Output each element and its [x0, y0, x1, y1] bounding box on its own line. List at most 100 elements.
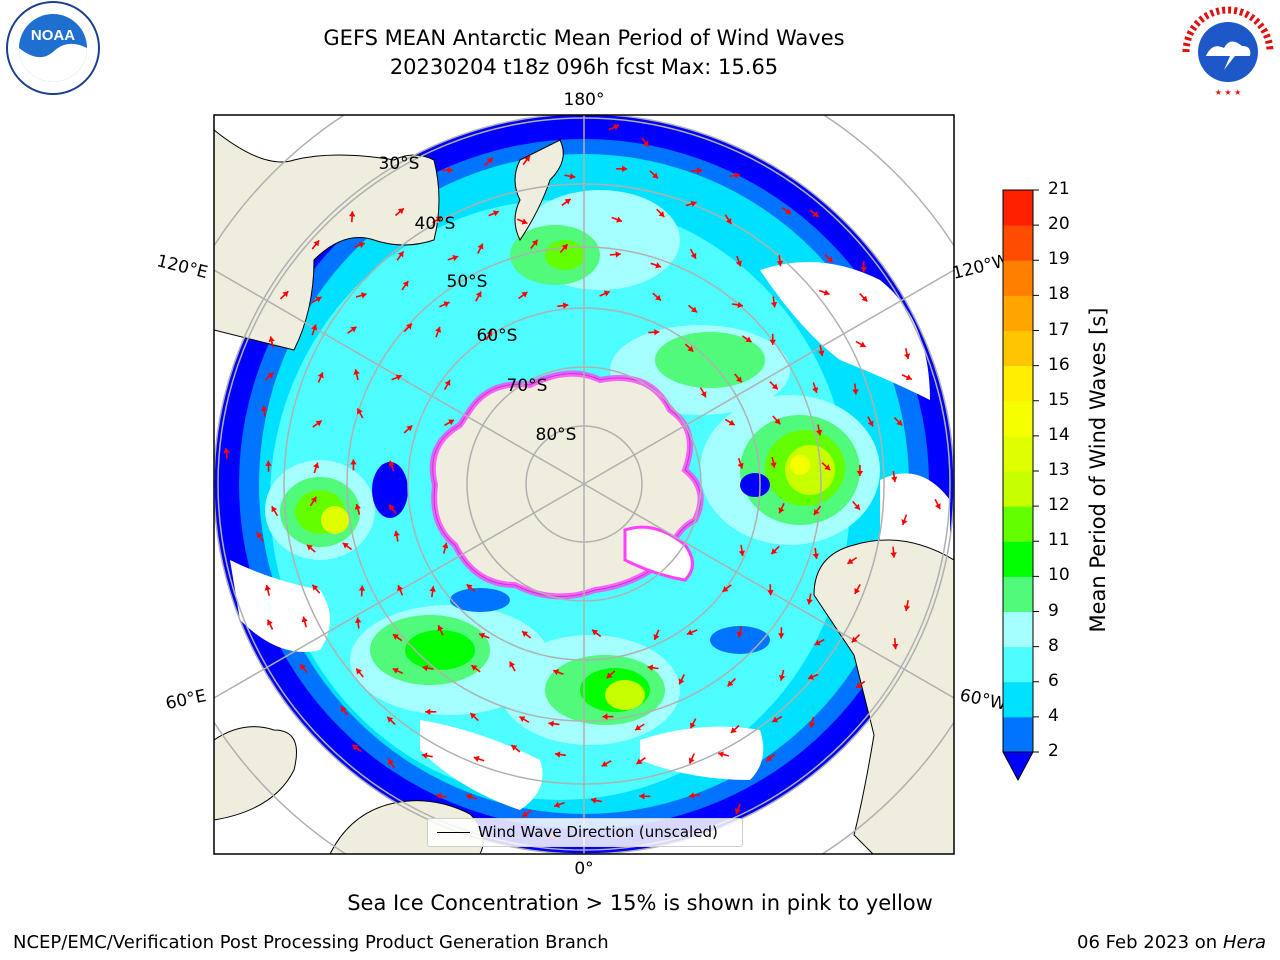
wave-arrow-head [813, 508, 820, 515]
wave-arrow-head [425, 708, 431, 716]
wave-arrow-head [901, 519, 908, 526]
wave-arrow-head [730, 727, 737, 733]
wave-arrow-head [260, 405, 268, 412]
colorbar-tick-label: 15 [1048, 389, 1070, 410]
wave-arrow-head [771, 548, 778, 555]
footer-date: 06 Feb 2023 on Hera [1077, 932, 1266, 953]
wave-arrow-head [653, 634, 660, 640]
wave-arrow-head [452, 254, 459, 262]
wave-arrow-head [435, 326, 442, 333]
wave-arrow-head [479, 632, 486, 639]
colorbar-tick-label: 12 [1048, 495, 1070, 516]
wave-arrow-head [397, 251, 404, 258]
footer-date-text: 06 Feb 2023 on [1077, 932, 1218, 953]
wave-arrow-head [395, 374, 402, 381]
wave-arrow-head [473, 755, 480, 762]
wave-arrow-head [728, 419, 735, 426]
wave-arrow-head [737, 462, 744, 469]
wave-arrow-head [823, 289, 830, 296]
wave-arrow-head [265, 460, 272, 466]
wave-arrow-head [766, 755, 773, 761]
wave-arrow-head [256, 532, 263, 539]
colorbar-segment [1003, 225, 1033, 261]
colorbar-tick-label: 8 [1048, 635, 1059, 656]
wave-arrow-head [601, 760, 608, 767]
colorbar-segment [1003, 646, 1033, 683]
sea-ice-caption: Sea Ice Concentration > 15% is shown in … [347, 891, 933, 915]
wave-arrow-head [268, 336, 275, 343]
wave-arrow-head [313, 462, 320, 469]
lon-label-120e: 120°E [155, 251, 210, 283]
wave-arrow-head [353, 369, 360, 375]
wave-arrow-head [737, 301, 743, 309]
wave-arrow-head [851, 636, 858, 643]
wave-arrow-head [642, 140, 649, 147]
wave-arrow-head [696, 167, 703, 174]
colorbar [1002, 189, 1039, 782]
lon-label-60e: 60°E [164, 686, 208, 714]
wave-arrow-head [313, 240, 320, 247]
wave-arrow-head [892, 643, 899, 650]
wave-arrow-head [818, 350, 825, 357]
wave-arrow-head [421, 752, 428, 759]
wave-arrow-head [855, 682, 862, 688]
wave-arrow-head [856, 470, 864, 476]
wave-arrow-head [299, 664, 306, 671]
wave-arrow-head [442, 542, 449, 549]
wave-arrow-head [350, 459, 357, 465]
wave-arrow-head [267, 619, 273, 626]
wave-arrow-head [891, 476, 898, 483]
wave-arrow-head [734, 172, 741, 179]
wave-arrow-head [814, 639, 821, 646]
wave-arrow-head [613, 124, 620, 131]
colorbar-segment [1003, 506, 1033, 542]
wave-arrow-head [725, 217, 732, 224]
colorbar-tick-label: 11 [1048, 530, 1070, 551]
wave-arrow-head [435, 792, 442, 800]
wave-arrow-head [548, 720, 554, 727]
wave-arrow-head [738, 550, 746, 557]
wave-arrow-head [397, 585, 404, 592]
wave-arrow-head [824, 464, 831, 471]
wave-arrow-head [647, 664, 654, 671]
wave-arrow-head [622, 165, 628, 173]
wave-arrow-head [358, 242, 365, 249]
south-america-landmass [813, 539, 954, 854]
colorbar-segment [1003, 541, 1033, 577]
noaa-logo: NOAA [6, 1, 100, 95]
wave-arrow-head [387, 716, 394, 723]
wave-arrow-head [340, 706, 347, 713]
wave-arrow-head [521, 218, 528, 225]
wave-arrow-head [267, 372, 274, 379]
wave-arrow-head [511, 745, 518, 751]
wave-arrow-head [388, 504, 395, 511]
wave-arrow-head [769, 339, 776, 345]
wave-arrow-head [616, 216, 623, 223]
colorbar-segment [1003, 435, 1033, 472]
wave-arrow-head [806, 598, 813, 605]
wave-arrow-head [444, 380, 451, 387]
colorbar-tick-label: 20 [1048, 214, 1070, 235]
wave-arrow-head [271, 506, 278, 513]
wave-arrow-head [772, 716, 779, 723]
wave-arrow-head [437, 625, 444, 632]
colorbar-tick-label: 13 [1048, 460, 1070, 480]
wave-arrow-head [778, 674, 786, 681]
wave-arrow-head [223, 447, 230, 454]
wave-arrow-head [357, 408, 363, 415]
wave-arrow-head [397, 208, 404, 215]
legend-line-sample [437, 832, 470, 833]
wave-arrow-head [311, 324, 318, 331]
wave-arrow-head [852, 389, 859, 395]
wave-arrow-head [861, 295, 868, 302]
wave-arrow-head [392, 667, 399, 674]
colorbar-tick-label: 9 [1048, 600, 1059, 621]
wave-arrow-head [778, 633, 785, 639]
madagascar-landmass [214, 726, 297, 821]
lon-label-0: 0° [574, 859, 593, 879]
lon-label-180: 180° [564, 90, 605, 110]
wave-arrow-head [860, 267, 867, 273]
wave-arrow-head [687, 345, 694, 352]
colorbar-segment [1003, 365, 1033, 402]
wave-arrow-head [470, 713, 477, 719]
